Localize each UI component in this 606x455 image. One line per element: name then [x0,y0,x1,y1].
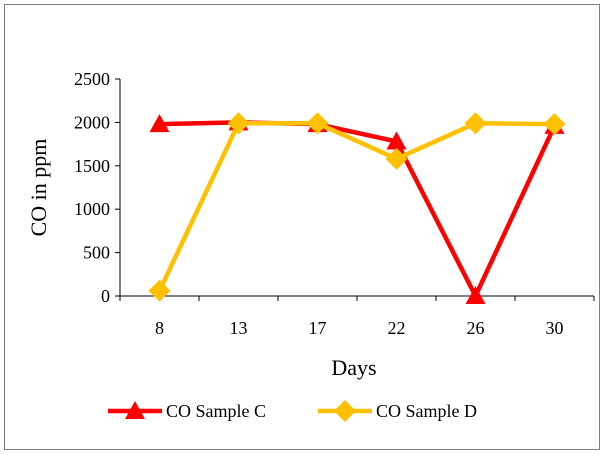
x-axis-label: Days [331,355,376,380]
data-point [543,113,566,136]
y-tick-label: 500 [83,243,110,263]
series-line [159,120,557,299]
series-layer [148,112,566,304]
x-tick-label: 13 [230,318,248,338]
y-tick-label: 1000 [74,199,110,219]
legend-marker [334,400,356,422]
series-2 [148,112,566,302]
data-point [227,112,250,135]
data-point [464,112,487,135]
y-tick-label: 2500 [74,69,110,89]
chart-frame [4,4,600,450]
y-axis-label: CO in ppm [26,139,51,237]
data-point [149,114,170,133]
data-point [306,112,329,135]
x-tick-label: 17 [309,318,327,338]
y-tick-label: 2000 [74,112,110,132]
x-tick-label: 22 [388,318,406,338]
data-point [385,147,408,170]
y-tick-label: 1500 [74,156,110,176]
axes [119,79,594,297]
x-tick-label: 8 [155,318,164,338]
legend-label: CO Sample D [376,401,477,421]
data-point [465,286,486,304]
legend: CO Sample C CO Sample D [108,400,477,422]
x-ticks: 8 13 17 22 26 30 [119,296,595,338]
y-ticks: 0 500 1000 1500 2000 2500 [74,69,120,306]
data-point [386,131,407,150]
x-tick-label: 30 [546,318,564,338]
legend-item: CO Sample D [318,400,477,422]
legend-item: CO Sample C [108,401,266,421]
y-tick-label: 0 [101,286,110,306]
legend-marker [125,401,145,419]
x-tick-label: 26 [467,318,485,338]
legend-label: CO Sample C [166,401,266,421]
data-point [148,279,171,302]
series-line [157,121,555,292]
